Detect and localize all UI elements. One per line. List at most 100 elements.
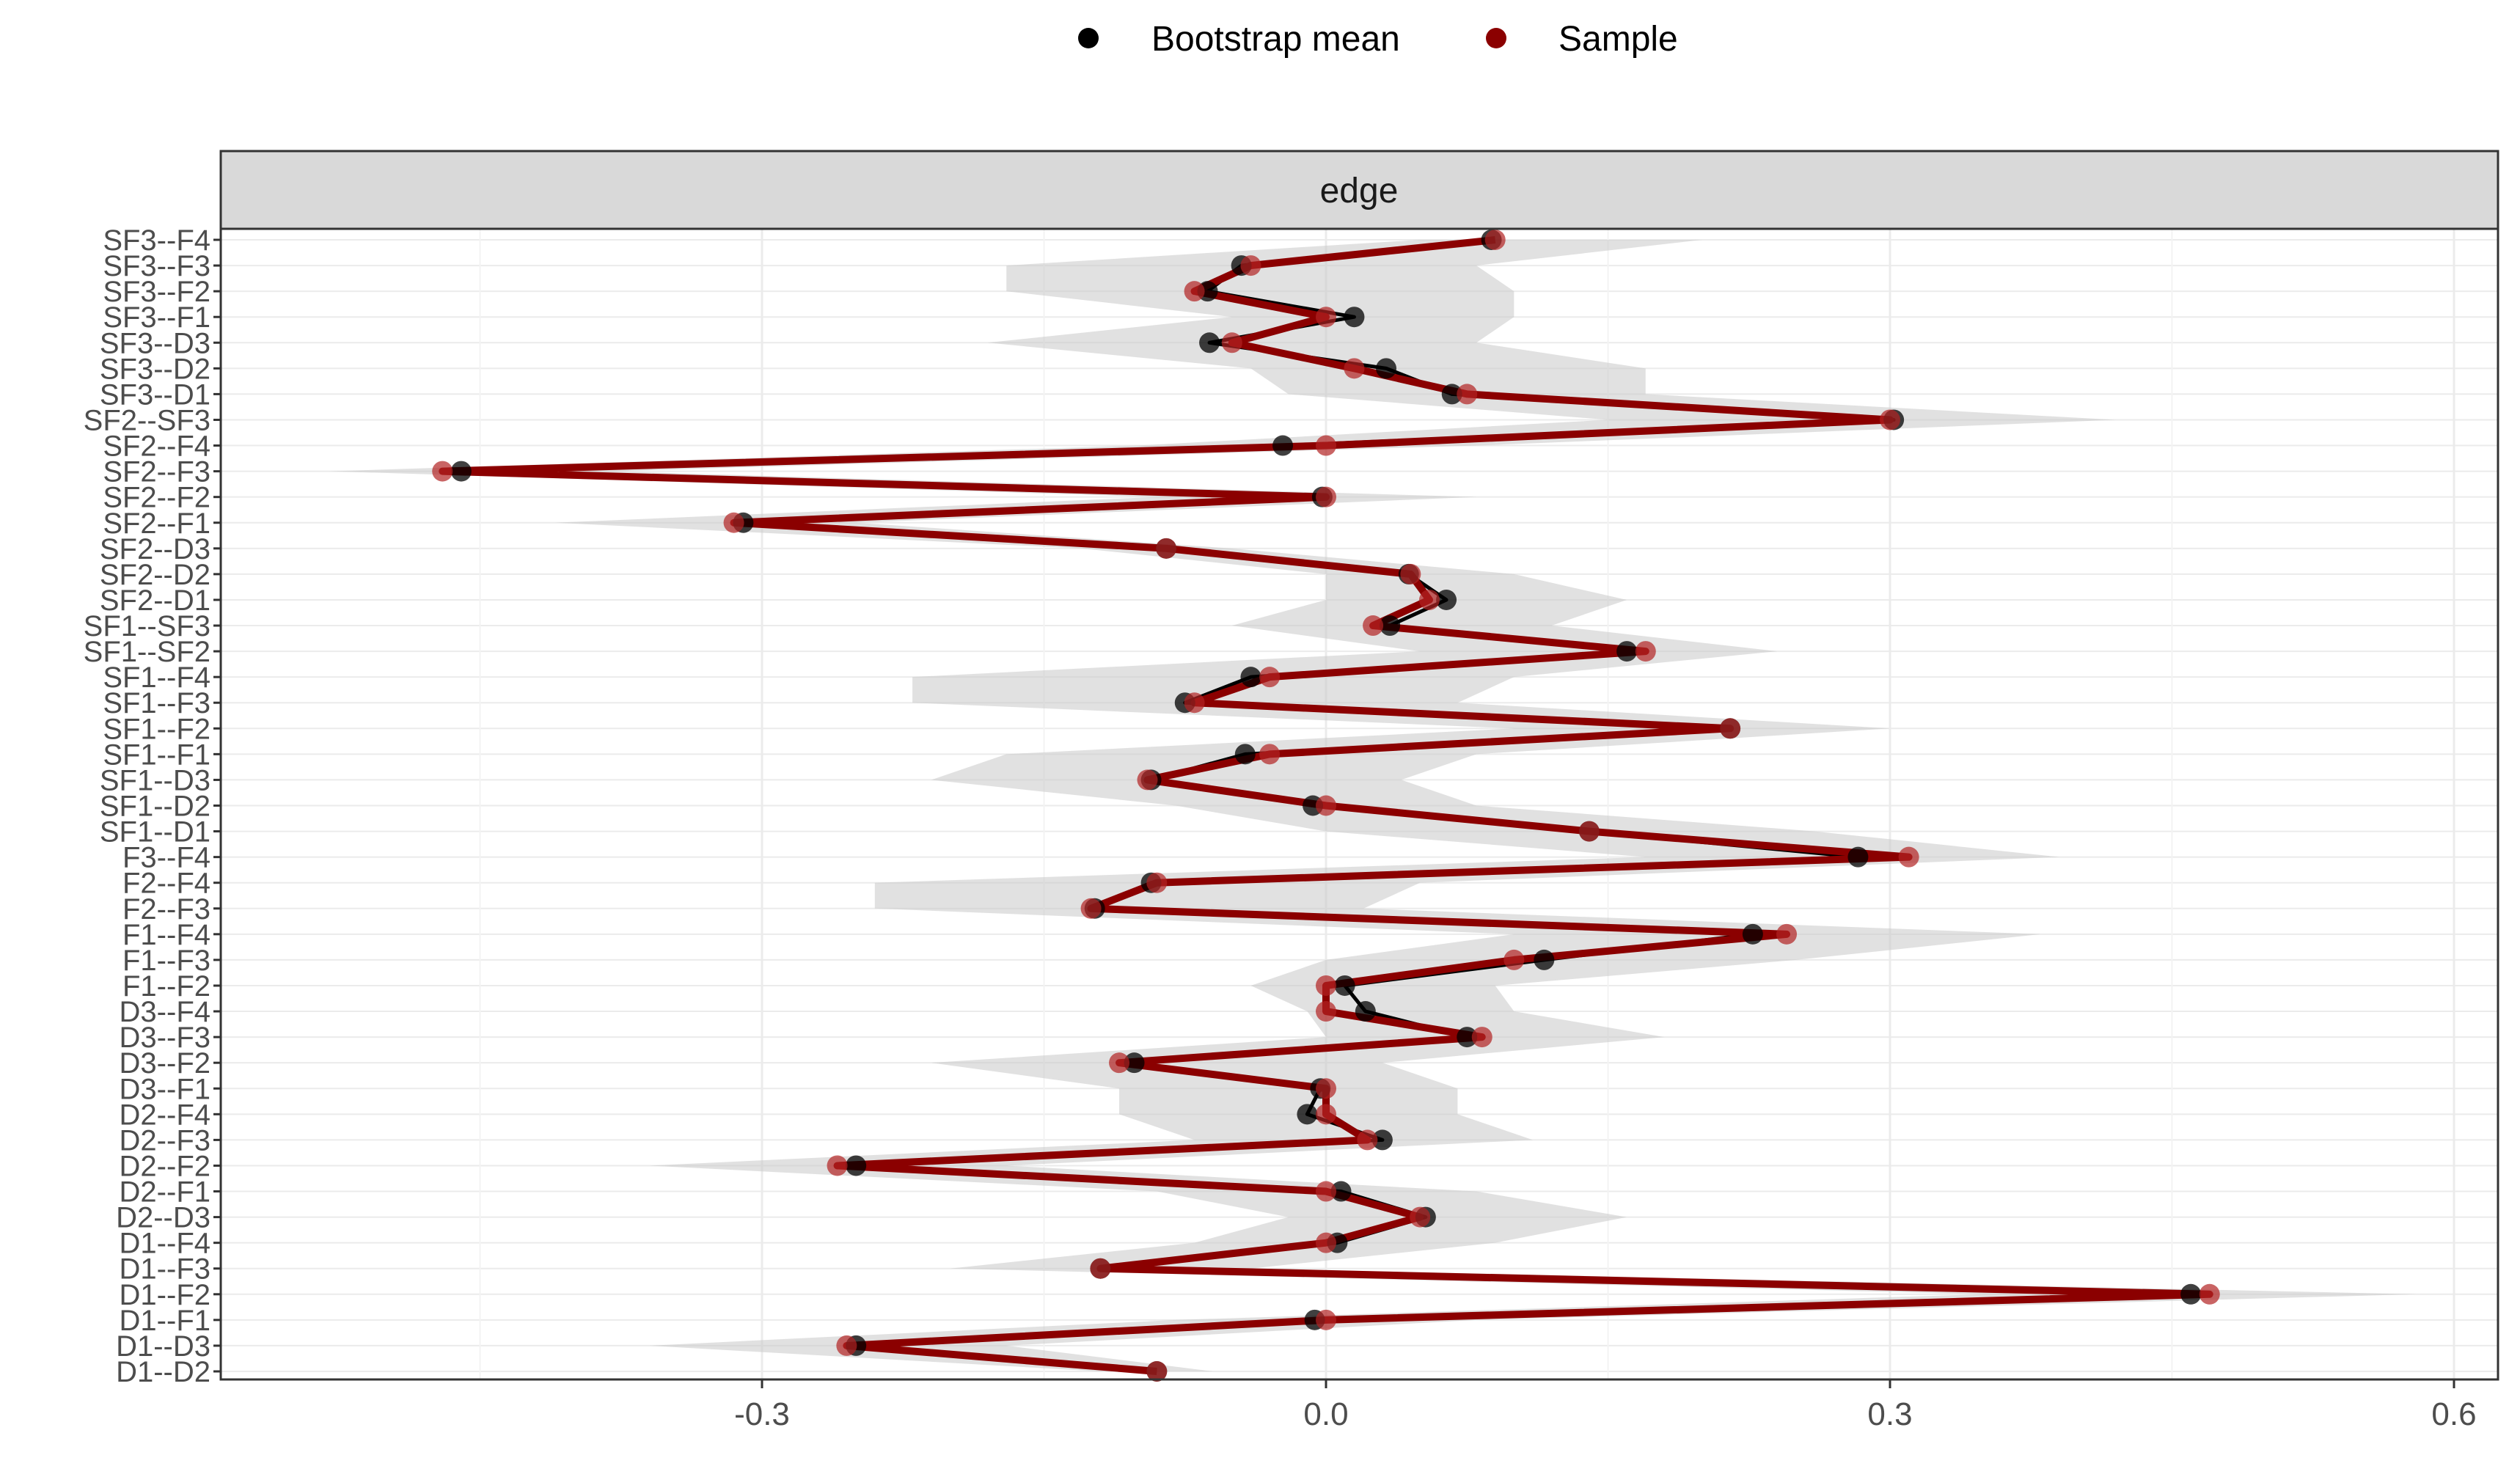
- sample-point: [1137, 769, 1158, 791]
- bootstrap-mean-point: [1240, 667, 1261, 688]
- sample-point: [1400, 563, 1421, 584]
- y-tick-label: D1--F3: [120, 1253, 210, 1286]
- sample-point: [2199, 1283, 2220, 1305]
- y-tick-label: F1--F3: [122, 945, 210, 977]
- sample-point: [432, 461, 453, 482]
- y-tick-label: SF2--SF3: [84, 404, 210, 436]
- y-tick-label: SF3--F1: [103, 301, 210, 334]
- y-tick-label: SF3--D1: [100, 378, 210, 411]
- sample-point: [1484, 230, 1506, 250]
- x-tick-label: 0.6: [2431, 1396, 2476, 1432]
- y-tick-label: SF3--D2: [100, 353, 210, 385]
- y-tick-label: D3--F3: [120, 1022, 210, 1054]
- sample-point: [1457, 384, 1478, 405]
- bootstrap-mean-point: [1847, 846, 1869, 868]
- sample-point: [1259, 744, 1281, 765]
- legend-sample-label: Sample: [1558, 20, 1678, 59]
- bootstrap-mean-point: [846, 1155, 867, 1176]
- y-tick-label: D1--F2: [120, 1279, 210, 1311]
- x-tick-label: 0.0: [1303, 1396, 1348, 1432]
- sample-point: [1316, 1078, 1336, 1099]
- sample-point: [1720, 718, 1741, 739]
- y-tick-label: SF3--F2: [103, 276, 210, 308]
- y-tick-label: D3--F1: [120, 1073, 210, 1105]
- y-tick-label: SF1--F3: [103, 687, 210, 719]
- y-tick-label: D1--D2: [116, 1356, 210, 1388]
- x-tick-label: -0.3: [734, 1396, 790, 1432]
- bootstrap-ribbon-layer: [329, 240, 2417, 1371]
- y-tick-label: D3--F2: [120, 1047, 210, 1080]
- sample-point: [1316, 307, 1336, 328]
- sample-point: [1156, 538, 1177, 559]
- y-tick-label: SF1--SF3: [84, 610, 210, 642]
- y-tick-label: SF1--D3: [100, 764, 210, 796]
- bootstrap-mean-point: [2180, 1283, 2202, 1305]
- bootstrap-mean-point: [1376, 358, 1397, 379]
- bootstrap-mean-point: [1272, 435, 1294, 456]
- sample-point: [1316, 1181, 1336, 1202]
- y-tick-label: D3--F4: [120, 996, 210, 1028]
- bootstrap-mean-point: [450, 461, 472, 482]
- bootstrap-mean-point: [1344, 307, 1365, 328]
- y-tick-label: D1--F4: [120, 1228, 210, 1260]
- y-tick-label: F2--F3: [122, 893, 210, 926]
- y-tick-label: F1--F4: [122, 919, 210, 951]
- y-tick-label: F3--F4: [122, 842, 210, 874]
- sample-point: [1221, 332, 1242, 353]
- bootstrap-mean-point: [1742, 923, 1763, 945]
- sample-point: [1578, 821, 1600, 842]
- sample-point: [836, 1335, 857, 1356]
- plot-panel-border: [219, 227, 2499, 1381]
- bootstrap-mean-point: [1380, 615, 1401, 637]
- sample-point: [1363, 615, 1384, 637]
- bootstrap-mean-point: [1297, 1104, 1318, 1125]
- sample-point: [1316, 975, 1336, 996]
- sample-point: [1471, 1027, 1492, 1048]
- y-tick-label: SF1--SF2: [84, 636, 210, 668]
- bootstrap-ci-ribbon: [329, 240, 2417, 1371]
- sample-point: [1316, 435, 1336, 456]
- sample-point: [1146, 872, 1168, 893]
- y-tick-label: SF1--D2: [100, 791, 210, 823]
- bootstrap-mean-point: [1355, 1001, 1376, 1022]
- sample-point: [1418, 589, 1440, 610]
- y-tick-label: SF1--F1: [103, 739, 210, 771]
- sample-point: [1080, 898, 1102, 919]
- sample-point: [1316, 795, 1336, 816]
- bootstrap-mean-point: [1534, 949, 1555, 970]
- sample-point: [1090, 1258, 1111, 1279]
- facet-strip-label: edge: [1320, 172, 1399, 210]
- sample-point: [1146, 1361, 1168, 1382]
- sample-point: [827, 1155, 848, 1176]
- sample-point: [1240, 255, 1261, 276]
- series-layer: [432, 230, 2220, 1382]
- bootstrap-mean-point: [1457, 1027, 1478, 1048]
- y-tick-label: F1--F2: [122, 970, 210, 1003]
- sample-point: [1410, 1206, 1431, 1228]
- y-tick-label: D2--D3: [116, 1202, 210, 1234]
- y-tick-label: D2--F3: [120, 1124, 210, 1157]
- legend: Bootstrap mean Sample: [1078, 20, 1678, 59]
- sample-point: [1344, 358, 1365, 379]
- y-tick-label: D2--F2: [120, 1150, 210, 1182]
- y-tick-label: SF2--D2: [100, 559, 210, 591]
- legend-bootstrap-label: Bootstrap mean: [1151, 20, 1400, 59]
- bootstrap-mean-point: [1330, 1181, 1352, 1202]
- y-tick-label: D2--F4: [120, 1099, 210, 1131]
- y-tick-label: SF2--F2: [103, 482, 210, 514]
- facet-strip: [219, 150, 2499, 230]
- sample-point: [1184, 281, 1205, 302]
- bootstrap-mean-point: [1124, 1052, 1145, 1074]
- bootstrap-mean-point: [1441, 384, 1462, 405]
- sample-point: [1316, 1309, 1336, 1330]
- y-tick-label: D1--F1: [120, 1305, 210, 1337]
- x-axis: -0.3 0.0 0.3 0.6: [734, 1379, 2477, 1432]
- bootstrap-mean-point: [1616, 641, 1638, 662]
- y-tick-label: F2--F4: [122, 868, 210, 900]
- bootstrap-mean-point: [1234, 744, 1256, 765]
- sample-point: [1259, 667, 1281, 688]
- y-tick-label: SF1--F4: [103, 661, 210, 694]
- sample-point: [1316, 1232, 1336, 1253]
- sample-point: [1635, 641, 1656, 662]
